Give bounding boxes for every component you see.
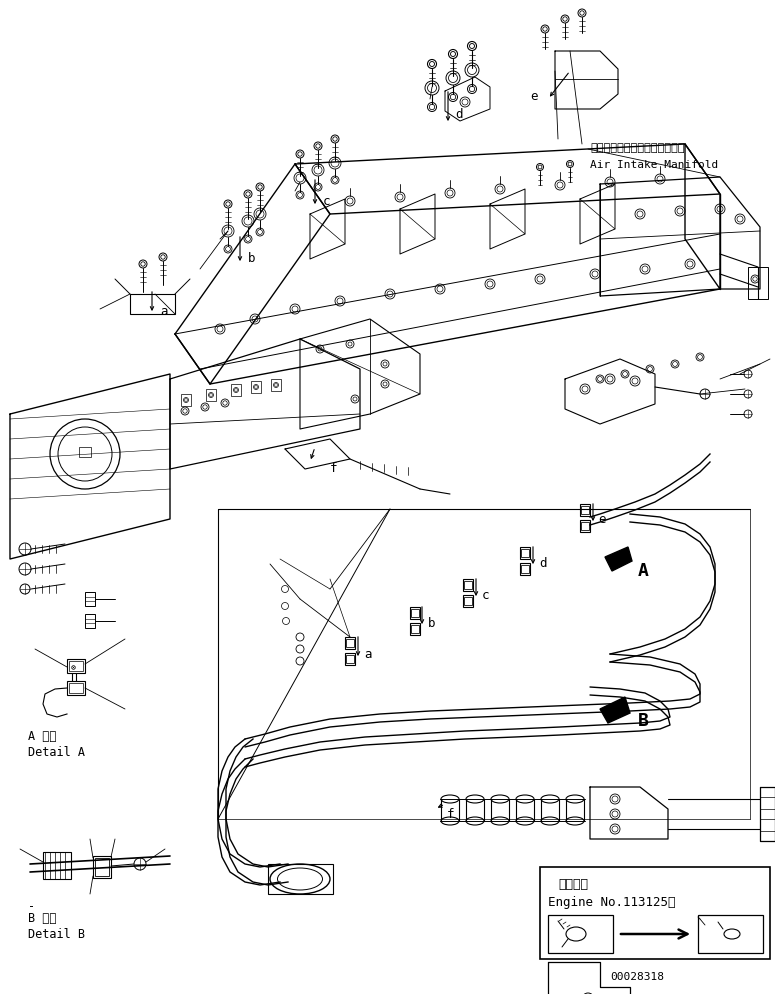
Bar — [540, 867, 770, 959]
Bar — [206, 390, 216, 402]
Bar — [231, 385, 241, 397]
Bar — [548, 915, 613, 953]
Text: f: f — [447, 807, 454, 820]
Text: エアーインテークマニホールド: エアーインテークマニホールド — [590, 143, 684, 153]
Text: b: b — [248, 251, 256, 264]
Bar — [410, 607, 420, 619]
Text: ⊗: ⊗ — [71, 662, 76, 671]
Text: Engine No.113125～: Engine No.113125～ — [548, 896, 676, 909]
Bar — [79, 447, 91, 457]
Text: e: e — [530, 89, 538, 103]
Text: Air Intake Manifold: Air Intake Manifold — [590, 160, 718, 170]
Text: 適用号機: 適用号機 — [558, 877, 588, 890]
Bar — [520, 548, 530, 560]
Bar — [69, 683, 83, 693]
Text: a: a — [364, 647, 371, 660]
Bar — [581, 507, 589, 515]
Bar — [271, 380, 281, 392]
Bar — [130, 294, 175, 315]
Bar — [85, 592, 95, 606]
Bar — [521, 550, 529, 558]
Bar — [464, 597, 472, 605]
Bar — [181, 395, 191, 407]
Bar — [464, 581, 472, 589]
Text: 00028318: 00028318 — [610, 971, 664, 981]
Text: a: a — [160, 305, 167, 318]
Bar — [268, 864, 333, 894]
Bar — [67, 659, 85, 673]
Text: B 詳細: B 詳細 — [28, 911, 57, 924]
Bar — [43, 852, 71, 879]
Text: f: f — [330, 461, 337, 474]
Bar — [251, 382, 261, 394]
Polygon shape — [600, 698, 630, 724]
Bar — [345, 653, 355, 665]
Bar — [410, 623, 420, 635]
Text: c: c — [482, 588, 490, 601]
Text: B: B — [638, 712, 649, 730]
Text: Detail A: Detail A — [28, 746, 85, 758]
Bar — [411, 609, 419, 617]
Bar — [346, 655, 354, 663]
Bar — [411, 625, 419, 633]
Bar — [580, 521, 590, 533]
Bar — [581, 523, 589, 531]
Bar — [748, 267, 768, 300]
Bar — [346, 639, 354, 647]
Text: A 詳細: A 詳細 — [28, 730, 57, 743]
Text: A: A — [638, 562, 649, 580]
Bar — [85, 614, 95, 628]
Bar — [95, 858, 109, 876]
Text: b: b — [428, 616, 436, 629]
Text: e: e — [598, 513, 605, 526]
Text: Detail B: Detail B — [28, 927, 85, 940]
Text: -: - — [28, 900, 35, 912]
Bar — [345, 637, 355, 649]
Text: d: d — [455, 108, 463, 121]
Bar — [69, 661, 83, 671]
Bar — [93, 856, 111, 878]
Polygon shape — [605, 548, 632, 572]
Text: d: d — [539, 557, 546, 570]
Bar — [521, 566, 529, 574]
Bar — [67, 681, 85, 695]
Bar — [580, 505, 590, 517]
Bar — [520, 564, 530, 576]
Bar — [463, 580, 473, 591]
Bar — [698, 915, 763, 953]
Bar — [463, 595, 473, 607]
Text: c: c — [323, 195, 330, 208]
